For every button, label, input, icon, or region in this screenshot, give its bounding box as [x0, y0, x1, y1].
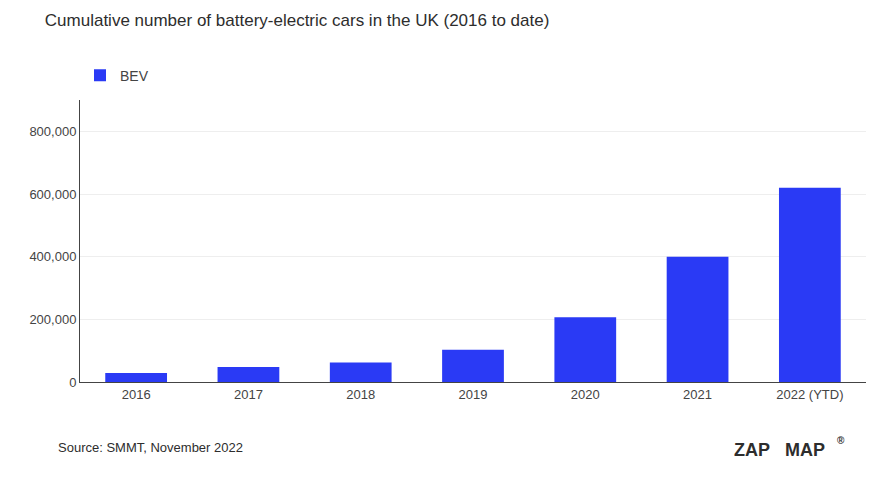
svg-text:0: 0	[69, 375, 76, 390]
svg-text:®: ®	[837, 435, 845, 446]
svg-text:400,000: 400,000	[29, 249, 76, 264]
svg-text:200,000: 200,000	[29, 312, 76, 327]
svg-text:2019: 2019	[459, 387, 488, 402]
svg-text:MAP: MAP	[785, 440, 825, 460]
svg-text:2017: 2017	[234, 387, 263, 402]
svg-text:Source: SMMT, November 2022: Source: SMMT, November 2022	[58, 440, 243, 455]
svg-text:Cumulative number of battery-e: Cumulative number of battery-electric ca…	[45, 11, 550, 30]
svg-text:800,000: 800,000	[29, 124, 76, 139]
svg-text:ZAP: ZAP	[734, 440, 770, 460]
svg-text:2020: 2020	[571, 387, 600, 402]
svg-text:2022 (YTD): 2022 (YTD)	[776, 387, 843, 402]
svg-text:2018: 2018	[346, 387, 375, 402]
svg-text:2016: 2016	[122, 387, 151, 402]
svg-text:BEV: BEV	[120, 68, 149, 84]
svg-text:2021: 2021	[683, 387, 712, 402]
svg-text:600,000: 600,000	[29, 187, 76, 202]
